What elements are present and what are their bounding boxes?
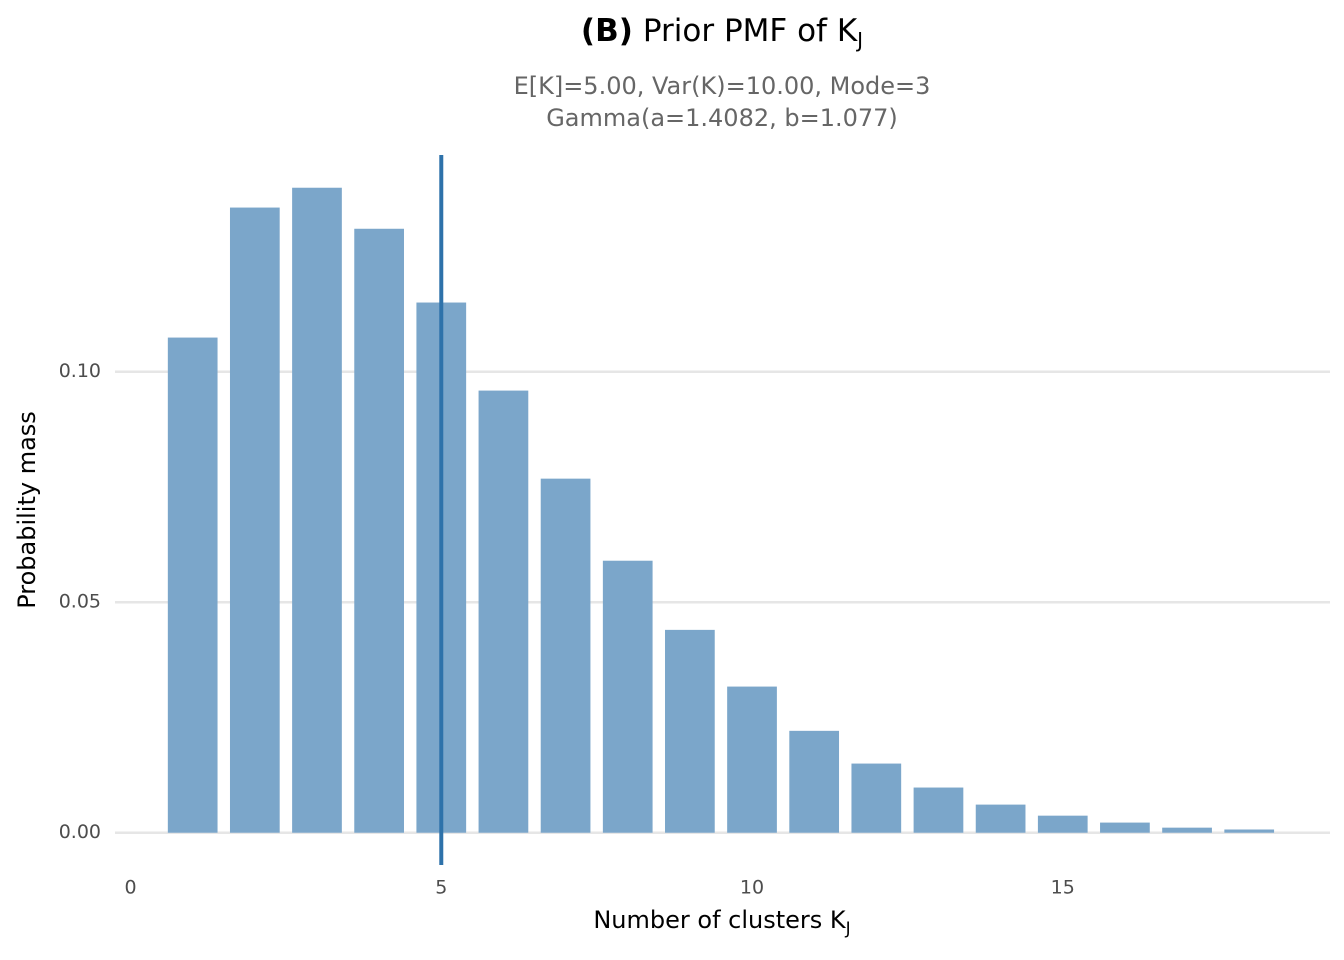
bar: [229, 207, 280, 833]
title-tag: (B): [581, 13, 633, 49]
y-tick-label: 0.10: [59, 360, 101, 382]
y-axis-title: Probability mass: [13, 411, 41, 609]
bar: [167, 337, 218, 833]
bar: [354, 228, 404, 833]
x-label: Number of clusters K: [593, 906, 847, 934]
bar: [1224, 829, 1275, 833]
bar: [540, 478, 591, 833]
bar: [478, 390, 529, 833]
y-tick-label: 0.00: [59, 821, 101, 843]
bar: [975, 804, 1026, 833]
bar: [851, 763, 902, 833]
subtitle: E[K]=5.00, Var(K)=10.00, Mode=3: [514, 72, 931, 100]
title-text: Prior PMF of K: [643, 13, 858, 49]
bar: [789, 730, 840, 833]
x-tick-label: 15: [1051, 877, 1075, 899]
bar: [292, 187, 342, 833]
bar: [665, 629, 715, 833]
x-tick-label: 5: [435, 877, 447, 899]
x-label-subscript: J: [845, 919, 851, 939]
y-tick-label: 0.05: [59, 591, 101, 613]
bar: [602, 560, 653, 833]
x-tick-label: 0: [124, 877, 136, 899]
bar: [727, 686, 777, 833]
x-axis-title: Number of clusters KJ: [593, 906, 850, 939]
bar: [913, 787, 964, 833]
chart-title: (B) Prior PMF of KJ: [581, 13, 863, 52]
x-tick-label: 10: [740, 877, 764, 899]
subtitle: Gamma(a=1.4082, b=1.077): [546, 104, 898, 132]
bar: [1100, 822, 1150, 833]
title-subscript: J: [855, 28, 863, 52]
bar: [1037, 815, 1088, 833]
bar: [1162, 827, 1212, 833]
